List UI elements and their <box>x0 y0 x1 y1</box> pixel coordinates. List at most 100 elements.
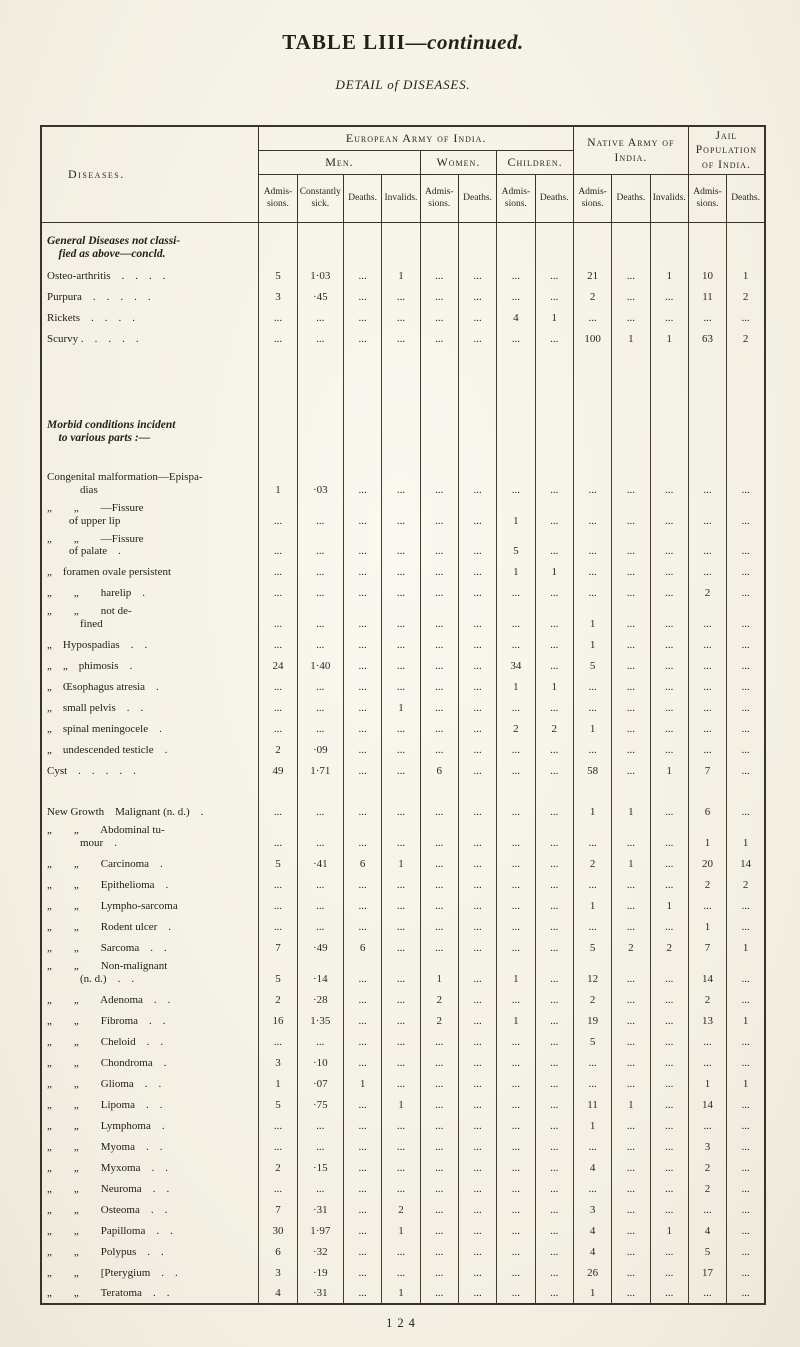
table-row: „ „ Non-malignant (n. d.) . . 5·14...... 1… <box>41 958 765 990</box>
value-cell: ... <box>381 306 421 328</box>
value-cell: ... <box>534 582 574 604</box>
value-cell: ... <box>419 1115 459 1137</box>
value-cell: 2 <box>687 1157 727 1179</box>
table-row: Cyst . . . . . 49 1·71...... 6......... 58..… <box>41 760 765 782</box>
native-army-header: Native Army of India. <box>572 125 689 176</box>
value-cell: ... <box>534 264 574 286</box>
section-row: General Diseases not classi- fied as abo… <box>41 222 765 265</box>
value-cell: ... <box>534 285 574 307</box>
value-cell: ... <box>726 1262 765 1284</box>
value-cell: ... <box>496 1136 536 1158</box>
value-cell: ·19 <box>296 1262 344 1284</box>
page-number: 124 <box>386 1316 420 1331</box>
value-cell <box>687 448 727 469</box>
value-cell: ... <box>342 1031 382 1053</box>
value-cell: ... <box>649 468 689 500</box>
value-cell: ... <box>534 530 574 562</box>
col-men-invalids: Invalids. <box>381 174 421 224</box>
value-cell: ... <box>419 499 459 531</box>
value-cell: ... <box>419 285 459 307</box>
value-cell: 4 <box>572 1157 612 1179</box>
table-title-main: TABLE LIII <box>282 30 406 54</box>
disease-label: „ Hypospadias . . <box>47 639 148 652</box>
value-cell: ... <box>342 1262 382 1284</box>
disease-label: „ „ Myoma . . <box>47 1141 163 1154</box>
table-row: „ foramen ovale persistent..............… <box>41 561 765 583</box>
value-cell: ... <box>534 1283 574 1305</box>
value-cell: ... <box>687 655 727 677</box>
value-cell: ... <box>611 1052 651 1074</box>
value-cell: 2 <box>572 989 612 1011</box>
men-header: Men. <box>258 150 421 176</box>
value-cell: ·49 <box>296 937 344 959</box>
value-cell: ... <box>457 958 497 990</box>
value-cell: 2 <box>572 853 612 875</box>
value-cell: ... <box>726 561 765 583</box>
value-cell <box>687 781 727 802</box>
value-cell: 2 <box>258 739 298 761</box>
value-cell: 1 <box>342 1073 382 1095</box>
section-heading: Morbid conditions incident to various pa… <box>47 418 176 445</box>
value-cell: ... <box>496 468 536 500</box>
table-row: „ „ Fibroma . . 16 1·35...... 2... 1... 19...… <box>41 1010 765 1032</box>
value-cell: ... <box>419 634 459 656</box>
value-cell: ... <box>419 1052 459 1074</box>
table-row: „ „ not de- fined.......................… <box>41 603 765 635</box>
value-cell <box>419 222 459 265</box>
value-cell: ... <box>258 582 298 604</box>
value-cell: ... <box>496 285 536 307</box>
value-cell: ... <box>496 1199 536 1221</box>
value-cell: ... <box>342 1220 382 1242</box>
value-cell: 1 <box>726 937 765 959</box>
disease-label: „ „ —Fissure of palate . <box>47 532 144 558</box>
value-cell: ... <box>258 697 298 719</box>
value-cell: ... <box>457 801 497 823</box>
value-cell: ... <box>342 895 382 917</box>
value-cell: ... <box>726 655 765 677</box>
value-cell: ... <box>534 1220 574 1242</box>
value-cell: ... <box>258 801 298 823</box>
value-cell: 1·35 <box>296 1010 344 1032</box>
value-cell <box>572 406 612 449</box>
col-men-deaths: Deaths. <box>342 174 383 224</box>
value-cell: ... <box>726 1031 765 1053</box>
value-cell: ... <box>726 603 765 635</box>
value-cell: ... <box>611 655 651 677</box>
value-cell: ... <box>381 561 421 583</box>
value-cell <box>649 781 689 802</box>
value-cell: ... <box>258 1115 298 1137</box>
value-cell: 5 <box>572 655 612 677</box>
value-cell: ... <box>381 327 421 349</box>
value-cell: 2 <box>381 1199 421 1221</box>
group-header-row-2: Men. Women. Children. <box>41 150 765 176</box>
value-cell: ... <box>611 1031 651 1053</box>
value-cell: 2 <box>419 989 459 1011</box>
value-cell: ·03 <box>296 468 344 500</box>
disease-label <box>41 781 259 801</box>
value-cell: 1 <box>381 1220 421 1242</box>
diseases-column-header: Diseases. <box>40 125 260 224</box>
value-cell: ... <box>258 634 298 656</box>
disease-label: „ „ harelip . <box>47 587 146 600</box>
value-cell: 1 <box>534 306 574 328</box>
value-cell: ... <box>457 822 497 854</box>
disease-label: Cyst . . . . . <box>47 765 136 778</box>
value-cell: ... <box>457 1262 497 1284</box>
value-cell: ... <box>572 468 612 500</box>
value-cell <box>534 222 574 265</box>
value-cell: ... <box>649 582 689 604</box>
disease-label: „ „ Lipoma . . <box>47 1099 163 1112</box>
value-cell: ... <box>726 760 765 782</box>
value-cell: 34 <box>496 655 536 677</box>
value-cell: ... <box>534 801 574 823</box>
value-cell: 1·03 <box>296 264 344 286</box>
col-children-admissions: Admis- sions. <box>496 174 536 224</box>
table-row: „ „ Lympho-sarcoma......................… <box>41 895 765 917</box>
value-cell: ... <box>457 760 497 782</box>
value-cell: 1 <box>611 853 651 875</box>
value-cell: 1 <box>496 1010 536 1032</box>
value-cell: ... <box>649 874 689 896</box>
value-cell: ... <box>649 989 689 1011</box>
value-cell: ... <box>258 874 298 896</box>
value-cell: ... <box>457 718 497 740</box>
